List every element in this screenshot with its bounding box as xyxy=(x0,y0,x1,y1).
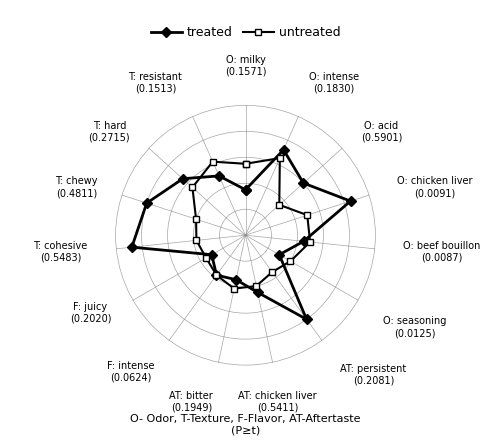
Text: O- Odor, T-Texture, F-Flavor, AT-Aftertaste
(P≥t): O- Odor, T-Texture, F-Flavor, AT-Afterta… xyxy=(130,414,361,436)
Text: O: milky
(0.1571): O: milky (0.1571) xyxy=(225,55,266,77)
untreated xyxy=(210,159,216,164)
Text: F: juicy
(0.2020): F: juicy (0.2020) xyxy=(70,302,111,323)
untreated xyxy=(307,239,313,245)
untreated xyxy=(214,272,219,278)
treated xyxy=(280,147,286,152)
Text: T: resistant
(0.1513): T: resistant (0.1513) xyxy=(129,72,182,93)
untreated xyxy=(277,155,283,161)
Text: O: seasoning
(0.0125): O: seasoning (0.0125) xyxy=(383,316,447,338)
untreated xyxy=(288,259,294,264)
treated xyxy=(300,238,306,244)
Text: O: intense
(0.1830): O: intense (0.1830) xyxy=(309,72,359,93)
untreated xyxy=(276,202,282,207)
Text: O: beef bouillon
(0.0087): O: beef bouillon (0.0087) xyxy=(404,241,481,262)
treated xyxy=(303,317,309,322)
Text: F: intense
(0.0624): F: intense (0.0624) xyxy=(107,361,154,382)
treated xyxy=(243,187,248,192)
treated xyxy=(243,187,248,192)
Text: AT: persistent
(0.2081): AT: persistent (0.2081) xyxy=(340,364,407,386)
treated xyxy=(300,180,306,186)
Text: O: chicken liver
(0.0091): O: chicken liver (0.0091) xyxy=(397,176,472,198)
treated xyxy=(233,277,239,282)
untreated xyxy=(253,283,259,289)
Text: AT: bitter
(0.1949): AT: bitter (0.1949) xyxy=(169,391,213,412)
untreated xyxy=(243,161,248,166)
treated xyxy=(255,290,261,295)
untreated xyxy=(304,213,310,218)
treated xyxy=(144,201,150,206)
treated xyxy=(180,176,186,181)
untreated xyxy=(193,238,199,243)
untreated xyxy=(193,216,199,222)
untreated xyxy=(203,255,209,260)
treated xyxy=(276,252,282,257)
Text: O: acid
(0.5901): O: acid (0.5901) xyxy=(361,121,402,142)
Legend: treated, untreated: treated, untreated xyxy=(145,22,346,44)
untreated xyxy=(269,269,275,275)
treated xyxy=(348,198,354,204)
Line: untreated: untreated xyxy=(189,154,314,292)
Line: treated: treated xyxy=(128,147,354,323)
untreated xyxy=(231,286,237,291)
Text: AT: chicken liver
(0.5411): AT: chicken liver (0.5411) xyxy=(239,391,317,412)
Text: T: hard
(0.2715): T: hard (0.2715) xyxy=(88,121,130,142)
untreated xyxy=(243,161,248,166)
untreated xyxy=(190,185,195,190)
treated xyxy=(129,245,135,250)
Text: T: cohesive
(0.5483): T: cohesive (0.5483) xyxy=(33,241,87,262)
Text: T: chewy
(0.4811): T: chewy (0.4811) xyxy=(55,176,98,198)
treated xyxy=(214,272,219,278)
treated xyxy=(209,252,215,257)
treated xyxy=(216,173,222,179)
